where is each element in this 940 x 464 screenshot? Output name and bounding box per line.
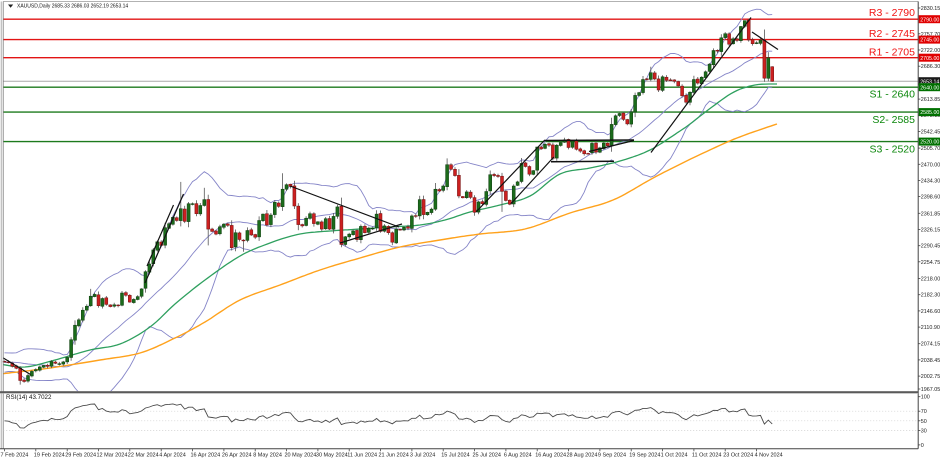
- svg-text:S2- 2585: S2- 2585: [872, 114, 915, 126]
- svg-text:4 Apr 2024: 4 Apr 2024: [159, 452, 186, 458]
- svg-text:23 Oct 2024: 23 Oct 2024: [723, 452, 753, 458]
- svg-text:1967.05: 1967.05: [921, 387, 940, 393]
- svg-text:2757.70: 2757.70: [921, 32, 940, 38]
- svg-text:11 Oct 2024: 11 Oct 2024: [692, 452, 722, 458]
- svg-text:22 Mar 2024: 22 Mar 2024: [128, 452, 159, 458]
- svg-text:2218.00: 2218.00: [921, 277, 940, 283]
- svg-text:R2 - 2745: R2 - 2745: [869, 28, 915, 40]
- svg-text:16 Aug 2024: 16 Aug 2024: [535, 452, 566, 458]
- svg-text:20 May 2024: 20 May 2024: [285, 452, 317, 458]
- svg-text:2326.15: 2326.15: [921, 228, 940, 234]
- svg-text:2578.15: 2578.15: [921, 113, 940, 119]
- svg-text:19 Sep 2024: 19 Sep 2024: [629, 452, 660, 458]
- svg-text:2074.15: 2074.15: [921, 342, 940, 348]
- svg-text:100: 100: [921, 395, 930, 401]
- svg-text:2745.00: 2745.00: [920, 38, 939, 44]
- svg-text:2038.45: 2038.45: [921, 358, 940, 364]
- svg-text:2146.60: 2146.60: [921, 309, 940, 315]
- svg-text:2585.00: 2585.00: [920, 110, 939, 116]
- svg-text:2686.30: 2686.30: [921, 64, 940, 70]
- svg-text:7 Feb 2024: 7 Feb 2024: [1, 452, 29, 458]
- svg-text:19 Feb 2024: 19 Feb 2024: [34, 452, 65, 458]
- svg-text:2705.00: 2705.00: [920, 56, 939, 62]
- svg-text:25 Jul 2024: 25 Jul 2024: [473, 452, 501, 458]
- svg-text:12 Mar 2024: 12 Mar 2024: [97, 452, 128, 458]
- svg-text:2790.00: 2790.00: [920, 17, 939, 23]
- svg-text:8 May 2024: 8 May 2024: [253, 452, 282, 458]
- svg-text:1 Oct 2024: 1 Oct 2024: [661, 452, 688, 458]
- svg-text:2653.14: 2653.14: [920, 79, 939, 85]
- svg-text:2830.15: 2830.15: [921, 6, 940, 12]
- svg-text:2290.45: 2290.45: [921, 244, 940, 250]
- svg-text:2361.85: 2361.85: [921, 211, 940, 217]
- svg-text:3 Jul 2024: 3 Jul 2024: [410, 452, 435, 458]
- svg-text:R3 - 2790: R3 - 2790: [869, 7, 915, 19]
- svg-text:2254.75: 2254.75: [921, 260, 940, 266]
- svg-text:2398.60: 2398.60: [921, 195, 940, 201]
- svg-text:2182.30: 2182.30: [921, 293, 940, 299]
- svg-text:R1 - 2705: R1 - 2705: [869, 46, 915, 58]
- svg-text:2542.45: 2542.45: [921, 129, 940, 135]
- svg-text:2434.30: 2434.30: [921, 178, 940, 184]
- svg-text:28 Aug 2024: 28 Aug 2024: [567, 452, 598, 458]
- svg-text:0: 0: [921, 443, 924, 449]
- svg-text:15 Jul 2024: 15 Jul 2024: [441, 452, 469, 458]
- svg-text:4 Nov 2024: 4 Nov 2024: [755, 452, 783, 458]
- svg-text:30: 30: [921, 428, 927, 434]
- svg-text:26 Apr 2024: 26 Apr 2024: [222, 452, 252, 458]
- svg-text:16 Apr 2024: 16 Apr 2024: [191, 452, 221, 458]
- svg-text:2505.70: 2505.70: [921, 146, 940, 152]
- svg-text:6 Aug 2024: 6 Aug 2024: [504, 452, 532, 458]
- svg-text:29 Feb 2024: 29 Feb 2024: [65, 452, 96, 458]
- svg-text:50: 50: [921, 419, 927, 425]
- svg-text:11 Jun 2024: 11 Jun 2024: [347, 452, 377, 458]
- svg-text:70: 70: [921, 409, 927, 415]
- svg-text:9 Sep 2024: 9 Sep 2024: [598, 452, 626, 458]
- svg-text:2640.00: 2640.00: [920, 85, 939, 91]
- svg-text:RSI(14) 43.7022: RSI(14) 43.7022: [6, 394, 52, 401]
- svg-text:21 Jun 2024: 21 Jun 2024: [379, 452, 409, 458]
- svg-text:2002.75: 2002.75: [921, 374, 940, 380]
- svg-text:2110.90: 2110.90: [921, 325, 940, 331]
- svg-text:2613.85: 2613.85: [921, 97, 940, 103]
- svg-text:2470.00: 2470.00: [921, 162, 940, 168]
- svg-text:XAUUSD,Daily 2685.33 2686.03: XAUUSD,Daily 2685.33 2686.03 2652.19 265…: [17, 4, 128, 10]
- svg-text:2722.00: 2722.00: [921, 48, 940, 54]
- svg-text:S3 - 2520: S3 - 2520: [869, 144, 915, 156]
- svg-text:S1 - 2640: S1 - 2640: [869, 89, 915, 101]
- svg-text:30 May 2024: 30 May 2024: [316, 452, 348, 458]
- svg-text:2520.00: 2520.00: [920, 140, 939, 146]
